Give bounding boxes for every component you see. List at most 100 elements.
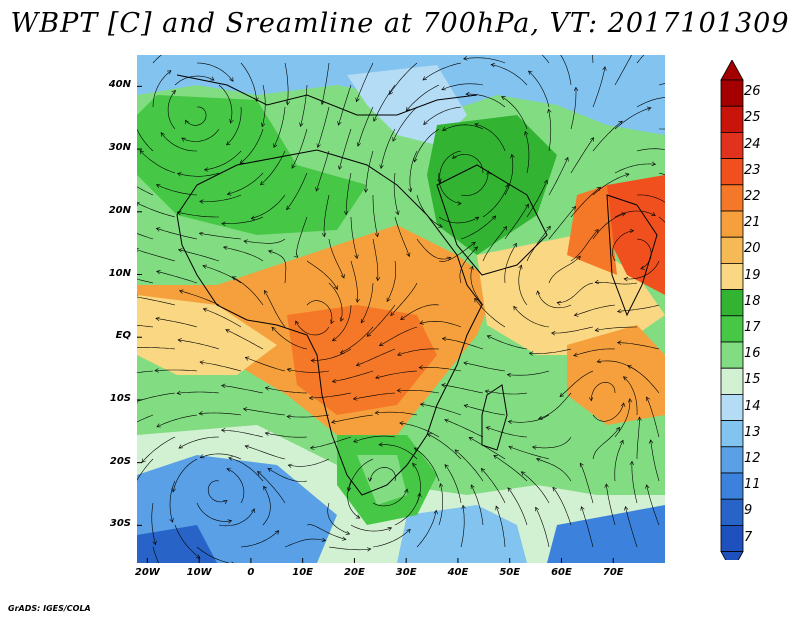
streamline xyxy=(137,186,154,196)
streamline xyxy=(394,493,421,526)
streamline-arrow xyxy=(227,519,233,524)
streamline-arrow xyxy=(619,439,624,445)
streamline xyxy=(225,329,264,350)
streamline-arrow xyxy=(513,305,518,311)
streamline xyxy=(338,84,352,126)
lat-label: 30S xyxy=(109,518,131,530)
streamline-arrow xyxy=(181,137,186,142)
streamline-arrow xyxy=(379,164,384,170)
lon-label: 20E xyxy=(344,567,365,578)
streamline xyxy=(137,296,176,306)
streamline-arrow xyxy=(198,231,204,236)
streamline-arrow xyxy=(264,386,270,391)
streamline-arrow xyxy=(287,463,293,468)
streamline-arrow xyxy=(286,205,291,211)
lat-label: EQ xyxy=(115,330,131,342)
streamline-arrow xyxy=(152,540,157,546)
streamline xyxy=(439,150,462,183)
colorbar xyxy=(720,60,744,560)
streamline xyxy=(227,172,264,195)
streamline xyxy=(614,55,632,86)
streamline xyxy=(397,390,440,394)
streamline xyxy=(535,507,550,548)
streamline xyxy=(591,381,616,401)
streamline xyxy=(155,318,198,328)
streamline-arrow xyxy=(501,96,506,101)
streamline-arrow xyxy=(263,485,268,491)
streamline xyxy=(581,506,594,548)
streamline-arrow xyxy=(331,378,337,384)
streamline xyxy=(617,304,660,312)
streamline-arrow xyxy=(438,223,443,228)
streamline-arrow xyxy=(463,361,468,366)
streamline-arrow xyxy=(573,312,579,317)
streamline xyxy=(573,348,616,356)
streamline xyxy=(463,362,506,372)
streamline xyxy=(441,83,484,90)
streamline-arrow xyxy=(468,437,474,441)
streamline xyxy=(646,484,660,526)
streamline xyxy=(202,265,242,284)
streamline-arrow xyxy=(390,311,395,317)
streamline xyxy=(416,238,451,260)
streamline-arrow xyxy=(271,326,276,332)
streamline-arrow xyxy=(202,307,208,312)
streamline xyxy=(636,194,665,203)
streamline-arrow xyxy=(543,179,548,185)
field-arabia-green xyxy=(427,115,557,255)
colorbar-label: 23 xyxy=(744,162,761,178)
streamline-arrow xyxy=(386,297,391,303)
streamline-arrow xyxy=(538,415,543,420)
streamline-arrow xyxy=(363,188,369,193)
streamline-arrow xyxy=(209,76,215,81)
colorbar-segment xyxy=(720,367,744,395)
streamline-arrow xyxy=(547,108,552,114)
streamline xyxy=(226,468,245,504)
streamline-arrow xyxy=(244,444,250,449)
streamline xyxy=(378,444,418,460)
streamline-arrow xyxy=(367,477,373,482)
streamline-arrow xyxy=(264,431,270,436)
streamline xyxy=(295,320,330,336)
streamline xyxy=(631,461,638,504)
streamline xyxy=(570,87,577,130)
colorbar-segment xyxy=(720,315,744,343)
streamline xyxy=(332,304,352,342)
streamline xyxy=(470,484,484,526)
streamline-arrow xyxy=(413,447,419,452)
colorbar-segment xyxy=(720,341,744,369)
streamlines xyxy=(137,55,665,563)
credit-text: GrADS: IGES/COLA xyxy=(8,604,91,613)
streamline xyxy=(627,365,660,394)
colorbar-segment xyxy=(720,262,744,290)
streamline xyxy=(199,361,242,372)
streamline xyxy=(316,150,330,192)
streamline xyxy=(393,172,399,215)
streamline xyxy=(579,462,594,504)
streamline xyxy=(372,195,378,237)
streamline xyxy=(268,250,287,284)
streamline-arrow xyxy=(156,423,161,428)
streamline-arrow xyxy=(457,201,462,206)
streamline xyxy=(239,128,264,164)
streamline-arrow xyxy=(550,331,556,336)
streamline-arrow xyxy=(263,289,268,295)
streamline xyxy=(328,238,345,279)
streamline xyxy=(200,453,242,460)
streamline xyxy=(614,163,656,174)
streamline-arrow xyxy=(602,66,607,71)
streamline-arrow xyxy=(404,488,409,494)
streamline-arrow xyxy=(486,335,492,340)
map-title: WBPT [C] and Sreamline at 700hPa, VT: 20… xyxy=(10,8,790,39)
streamline-arrow xyxy=(623,277,629,282)
streamline xyxy=(419,320,462,328)
streamline-arrow xyxy=(293,253,299,258)
streamline xyxy=(574,304,616,316)
streamline-arrow xyxy=(346,487,352,492)
streamline xyxy=(340,326,374,354)
streamline xyxy=(524,131,530,174)
streamline xyxy=(350,260,358,303)
streamline xyxy=(156,414,198,428)
streamline-arrow xyxy=(427,433,432,438)
streamline xyxy=(532,436,572,449)
